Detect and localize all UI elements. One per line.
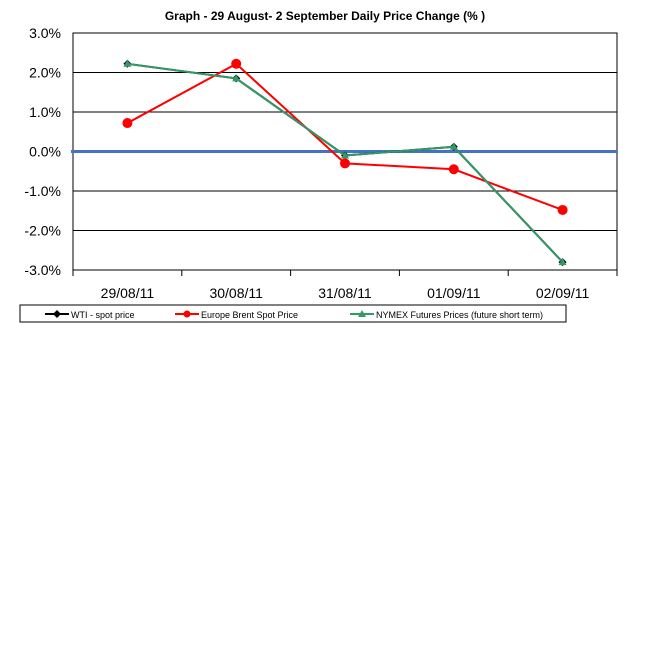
marker-circle xyxy=(183,310,191,318)
chart-title: Graph - 29 August- 2 September Daily Pri… xyxy=(165,9,485,23)
marker-triangle xyxy=(358,310,366,317)
legend-label: Europe Brent Spot Price xyxy=(201,310,298,320)
y-tick-label: 3.0% xyxy=(29,25,61,41)
marker-triangle xyxy=(341,151,349,159)
marker-circle xyxy=(340,158,350,169)
x-tick-label: 29/08/11 xyxy=(101,285,155,301)
y-tick-label: -1.0% xyxy=(24,183,61,199)
series-1 xyxy=(122,58,568,215)
y-tick-label: 1.0% xyxy=(29,104,61,120)
y-tick-label: -3.0% xyxy=(24,262,61,278)
series-2 xyxy=(123,59,567,266)
x-tick-label: 01/09/11 xyxy=(427,285,481,301)
y-tick-label: 2.0% xyxy=(29,65,61,81)
legend-label: WTI - spot price xyxy=(71,310,135,320)
y-tick-label: -2.0% xyxy=(24,223,61,239)
legend-label: NYMEX Futures Prices (future short term) xyxy=(376,310,543,320)
x-tick-label: 30/08/11 xyxy=(209,285,263,301)
marker-circle xyxy=(557,204,568,215)
marker-circle xyxy=(231,58,242,69)
marker-triangle xyxy=(449,142,458,150)
y-tick-label: 0.0% xyxy=(29,144,61,160)
marker-circle xyxy=(122,118,133,129)
marker-diamond xyxy=(53,310,61,318)
marker-triangle xyxy=(558,258,567,266)
marker-circle xyxy=(448,164,459,175)
x-tick-label: 02/09/11 xyxy=(536,285,590,301)
marker-triangle xyxy=(123,59,132,67)
legend: WTI - spot price Europe Brent Spot Price N… xyxy=(19,304,567,323)
legend-box xyxy=(19,304,567,323)
marker-triangle xyxy=(232,74,241,82)
x-tick-label: 31/08/11 xyxy=(318,285,372,301)
